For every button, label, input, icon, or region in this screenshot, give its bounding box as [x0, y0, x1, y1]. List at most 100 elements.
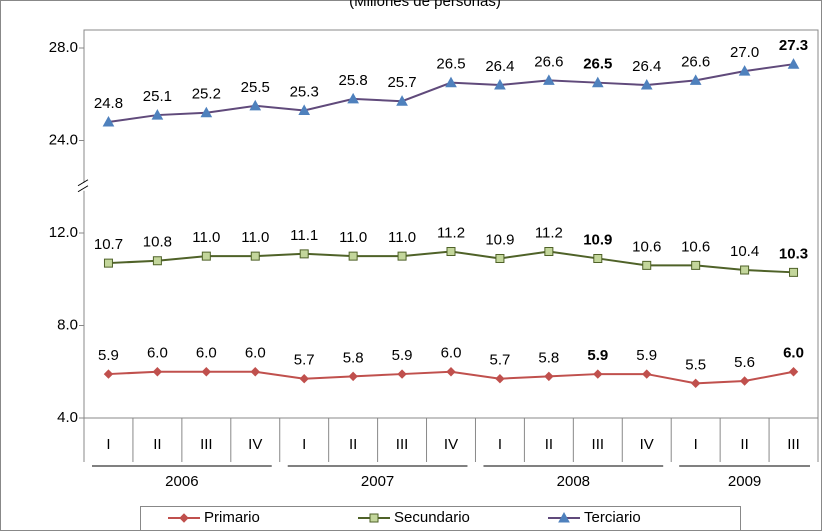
data-label: 27.0 — [730, 44, 759, 61]
data-label: 10.3 — [779, 245, 808, 262]
marker — [495, 373, 505, 384]
x-tick-label: I — [694, 436, 698, 453]
x-group-label: 2007 — [361, 473, 394, 490]
marker — [640, 78, 653, 90]
x-tick-label: IV — [444, 436, 458, 453]
x-tick-label: III — [396, 436, 409, 453]
marker — [642, 260, 652, 270]
data-label: 11.0 — [241, 229, 269, 246]
x-tick-label: IV — [248, 436, 262, 453]
x-tick-label: III — [787, 436, 800, 453]
marker — [103, 369, 114, 379]
chart-subtitle: (Millones de personas) — [349, 0, 501, 10]
marker — [740, 265, 750, 275]
marker — [495, 253, 505, 263]
marker — [152, 367, 163, 377]
marker — [249, 99, 262, 111]
data-label: 25.8 — [339, 72, 368, 89]
marker — [299, 373, 309, 384]
data-label: 6.0 — [783, 345, 804, 362]
data-label: 11.2 — [535, 224, 563, 241]
data-label: 10.4 — [730, 243, 759, 260]
legend-label: Primario — [204, 509, 260, 526]
data-label: 11.0 — [339, 229, 367, 246]
marker — [689, 74, 702, 85]
marker — [200, 106, 213, 118]
marker — [299, 249, 309, 259]
data-label: 24.8 — [94, 95, 123, 112]
data-label: 25.7 — [387, 74, 416, 91]
x-tick-label: I — [302, 436, 306, 453]
marker — [348, 371, 358, 382]
x-tick-label: II — [349, 436, 357, 453]
marker — [103, 258, 113, 268]
x-tick-label: II — [153, 436, 161, 453]
marker — [544, 247, 554, 256]
data-label: 6.0 — [147, 345, 168, 362]
marker — [250, 251, 260, 261]
data-label: 5.9 — [636, 347, 657, 364]
x-tick-label: I — [498, 436, 502, 453]
data-label: 27.3 — [779, 37, 808, 54]
marker — [102, 115, 115, 127]
data-label: 11.0 — [192, 229, 220, 246]
marker — [152, 256, 162, 266]
data-label: 26.6 — [534, 53, 563, 70]
marker — [494, 78, 506, 90]
marker — [691, 260, 701, 270]
data-label: 10.8 — [143, 234, 172, 251]
marker — [445, 76, 457, 88]
data-label: 5.9 — [587, 347, 608, 364]
y-tick-label: 4.0 — [57, 409, 78, 426]
marker — [642, 369, 652, 379]
marker — [179, 513, 189, 523]
marker — [369, 513, 379, 523]
x-tick-label: IV — [640, 436, 654, 453]
data-label: 5.5 — [685, 356, 706, 373]
data-label: 11.1 — [290, 227, 318, 244]
marker — [789, 267, 799, 277]
marker — [397, 251, 407, 261]
marker — [396, 95, 408, 106]
data-label: 25.1 — [143, 88, 172, 105]
axis-break — [77, 179, 89, 187]
marker — [544, 371, 554, 382]
data-label: 6.0 — [196, 345, 217, 362]
marker — [201, 367, 212, 377]
marker — [591, 76, 604, 88]
y-tick-label: 28.0 — [49, 39, 78, 56]
marker — [593, 369, 603, 379]
data-label: 5.8 — [343, 349, 364, 366]
marker — [593, 253, 603, 263]
x-tick-label: II — [545, 436, 553, 453]
axis-break — [77, 185, 89, 193]
data-label: 5.7 — [294, 352, 315, 369]
marker — [558, 511, 570, 523]
marker — [250, 367, 260, 377]
marker — [348, 251, 358, 261]
data-label: 10.9 — [485, 231, 514, 248]
data-label: 25.2 — [192, 86, 221, 103]
data-label: 26.4 — [632, 58, 661, 75]
data-label: 5.9 — [98, 347, 119, 364]
x-tick-label: I — [106, 436, 110, 453]
marker — [298, 104, 311, 115]
marker — [397, 369, 407, 379]
data-label: 5.8 — [538, 349, 559, 366]
marker — [347, 92, 359, 104]
marker — [787, 58, 800, 69]
marker — [738, 65, 751, 76]
data-label: 11.0 — [388, 229, 416, 246]
legend-label: Secundario — [394, 509, 470, 526]
y-tick-label: 12.0 — [49, 224, 78, 241]
data-label: 11.2 — [437, 224, 465, 241]
marker — [788, 367, 799, 377]
marker — [151, 109, 164, 120]
marker — [543, 74, 555, 85]
legend-box — [140, 506, 741, 531]
data-label: 10.6 — [681, 238, 710, 255]
data-label: 25.3 — [290, 83, 319, 100]
legend-label: Terciario — [584, 509, 641, 526]
data-label: 26.5 — [436, 56, 465, 73]
